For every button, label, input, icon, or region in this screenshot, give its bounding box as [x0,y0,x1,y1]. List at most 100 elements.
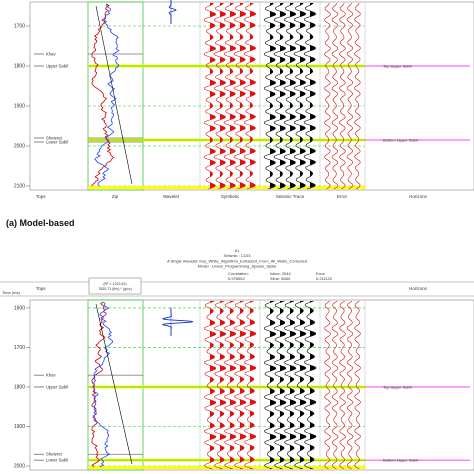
time-tick-label: 1800 [14,64,25,70]
synthetic-trace [213,2,227,190]
zip-trend-line [95,303,133,465]
top-label: Sheteret [46,452,63,457]
synthetic-trace-fill [230,301,236,469]
column-label-seismic-trace: Seismic Trace [276,194,305,199]
error-trace [354,2,361,190]
bottom-band [88,466,365,469]
header-line: A Single Wavelet: Kuy_White_Algorithm_Ex… [167,258,307,263]
seismic-trace-fill [310,3,316,189]
synthetic-trace [223,300,237,470]
plot-frame [29,299,474,471]
zip-info-box [88,277,142,295]
error-trace [346,2,354,190]
seismic-trace [273,300,287,470]
panel-model-based: 1700 1800 1900 2000 2100 Tops Zip Wavelet Synthe… [6,0,474,228]
synthetic-trace-fill [250,3,256,189]
horizon-label: Bottom Upper Sabil [383,458,418,463]
seismic-trace [293,2,307,190]
error-trace [324,300,331,470]
time-tick-label: 1600 [14,305,25,311]
time-tick-label: 1800 [14,384,25,390]
synthetic-trace-fill [220,301,226,469]
header-line: #1 [235,248,240,253]
horizon-label: Bottom Upper Sabil [383,138,418,143]
zip-blue-log [93,301,114,468]
time-tick-label: 1700 [14,24,25,30]
time-axis-label: Time (ms) [2,290,21,295]
time-tick-label: 1700 [14,345,25,351]
zip-trend-line [95,5,133,185]
error-trace [354,300,361,470]
seismic-trace [303,2,317,190]
seismic-trace-fill [270,301,276,469]
zip-red-log [91,3,115,187]
xline-label: Xline: 5684 [270,276,291,281]
synthetic-trace [223,2,237,190]
seismic-trace [283,2,297,190]
horizon-label: Top Upper Sabil [383,384,412,389]
top-label: Upper Sabil [46,384,68,389]
seismic-trace-fill [300,3,306,189]
panel-caption: (a) Model-based [6,218,75,228]
seismic-trace [263,2,277,190]
top-label: Khav [46,373,56,378]
seismic-trace [293,300,307,470]
synthetic-trace [203,2,217,190]
synthetic-trace [243,300,257,470]
zip-info-text: (R² = 1222.42) [103,282,126,286]
header-line: Seismic : C103 [224,253,252,258]
inline-label: Inline: 2044 [270,271,291,276]
header-line: Model : Linear_Programming_Sparse_Spike [198,264,277,269]
seismic-trace [303,300,317,470]
top-label: Khav [46,52,56,57]
synthetic-trace [203,300,217,470]
top-label: Sheteret [46,136,63,141]
time-tick-label: 1900 [14,104,25,110]
column-label-horizons: Horizons [409,194,428,199]
column-label-wavelet: Wavelet [163,194,180,199]
correlation-label: Correlation: [228,271,249,276]
error-label: Error [316,271,326,276]
column-label-zip: Zip [112,194,119,199]
synthetic-trace [213,300,227,470]
top-label: Upper Sabil [46,64,68,69]
time-tick-label: 2000 [14,144,25,150]
error-trace [339,2,346,190]
column-label-tops: Tops [36,194,46,199]
correlation-value: 0.978552 [228,276,245,281]
zip-info-text: 7830.71 (ft/s) * (g/cc) [98,287,132,291]
column-label-synthetic: Synthetic [221,194,240,199]
column-label-error: Error [337,194,348,199]
time-tick-label: 2100 [14,184,25,190]
zip-track-frame [87,299,144,471]
synthetic-trace [243,2,257,190]
column-label-tops: Tops [36,286,46,291]
seismic-trace-fill [280,301,286,469]
error-trace [324,2,331,190]
synthetic-trace-fill [210,301,216,469]
wavelet-trace [161,307,194,336]
seismic-trace [263,300,277,470]
zip-track-frame [87,1,144,191]
seismic-trace-fill [290,301,296,469]
plot-frame [29,1,474,191]
error-value: 0.211122 [316,276,333,281]
seismic-trace [283,300,297,470]
top-label: Lower Sabil [46,140,68,145]
synthetic-trace [233,300,247,470]
wavelet-trace [168,0,177,24]
synthetic-trace [233,2,247,190]
time-tick-label: 1900 [14,424,25,430]
top-label: Lower Sabil [46,458,68,463]
horizon-label: Top Upper Sabil [383,64,412,69]
error-trace [346,300,354,470]
column-label-horizons: Horizons [409,286,428,291]
seismic-trace-fill [310,301,316,469]
synthetic-trace-fill [250,301,256,469]
bottom-band [88,186,365,189]
synthetic-trace-fill [240,301,246,469]
error-trace [331,2,339,190]
error-trace [331,300,339,470]
seismic-trace-fill [300,301,306,469]
